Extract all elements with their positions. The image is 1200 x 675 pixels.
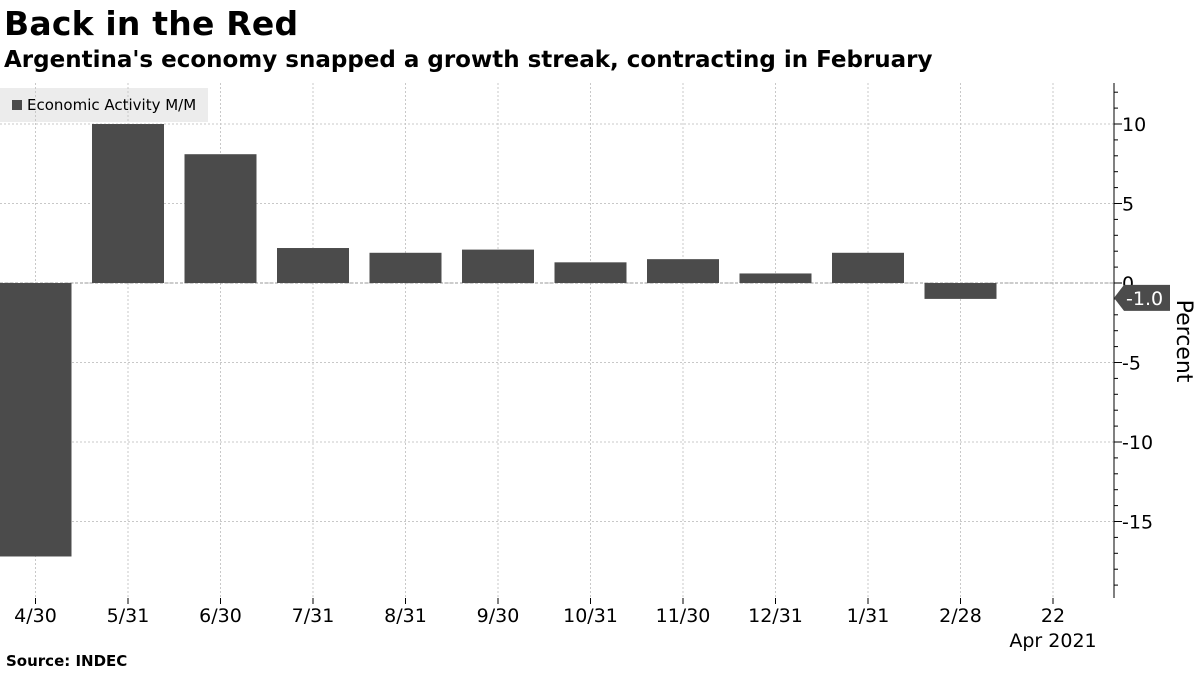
bar-7/31 xyxy=(277,248,349,283)
bar-6/30 xyxy=(184,154,257,283)
legend-label: Economic Activity M/M xyxy=(27,96,197,114)
last-value-callout: -1.0 xyxy=(1114,284,1170,311)
bar-4/30 xyxy=(0,283,72,557)
y-axis-title: Percent xyxy=(1171,300,1196,383)
x-tick-label: 1/31 xyxy=(847,605,890,627)
bar-10/31 xyxy=(554,262,627,283)
bar-2/28 xyxy=(924,283,997,299)
bar-12/31 xyxy=(739,273,812,283)
x-tick-label: 8/31 xyxy=(384,605,427,627)
callout-box xyxy=(1114,284,1170,311)
x-tick-label: 6/30 xyxy=(199,605,242,627)
x-tick-label: 10/31 xyxy=(563,605,618,627)
x-period-label: Apr 2021 xyxy=(1009,630,1096,652)
legend-swatch xyxy=(12,100,22,110)
x-tick-label: 12/31 xyxy=(748,605,803,627)
y-tick-label: 10 xyxy=(1122,114,1146,136)
x-axis-labels: 4/30 5/31 6/30 7/31 8/31 9/30 10/31 11/30 12/31 1… xyxy=(14,598,1097,652)
bar-9/30 xyxy=(462,249,534,283)
grid-lines xyxy=(0,83,1114,598)
bar-1/31 xyxy=(832,252,904,283)
x-tick-label: 11/30 xyxy=(656,605,711,627)
bars xyxy=(0,124,997,557)
chart-subtitle: Argentina's economy snapped a growth str… xyxy=(4,47,933,73)
y-tick-label: -5 xyxy=(1122,353,1141,375)
x-tick-label: 2/28 xyxy=(939,605,982,627)
chart-legend: Economic Activity M/M xyxy=(0,88,209,122)
callout-value: -1.0 xyxy=(1126,288,1163,310)
source-note: Source: INDEC xyxy=(6,652,128,670)
y-tick-label: -10 xyxy=(1122,432,1153,454)
y-tick-label: -15 xyxy=(1122,512,1153,534)
bar-5/31 xyxy=(92,124,164,283)
x-tick-label: 5/31 xyxy=(107,605,150,627)
x-tick-label: 22 xyxy=(1041,605,1065,627)
x-tick-label: 9/30 xyxy=(477,605,520,627)
x-tick-label: 4/30 xyxy=(14,605,57,627)
bar-11/30 xyxy=(647,259,719,283)
y-tick-label: 5 xyxy=(1122,194,1134,216)
bar-8/31 xyxy=(369,252,442,283)
x-tick-label: 7/31 xyxy=(292,605,335,627)
chart-title: Back in the Red xyxy=(4,4,299,43)
